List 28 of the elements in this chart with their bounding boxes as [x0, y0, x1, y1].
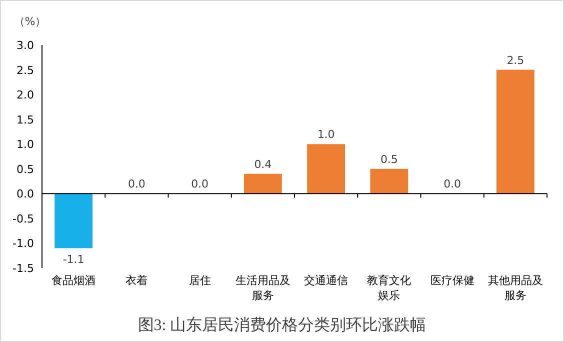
x-tick-label: 其他用品及服务	[488, 274, 543, 302]
y-tick-label: 0.5	[16, 162, 34, 176]
x-tick-label: 生活用品及服务	[235, 274, 290, 302]
data-label: 0.0	[191, 178, 209, 191]
data-label: 2.5	[506, 54, 524, 67]
y-axis-title: （%）	[14, 15, 46, 28]
data-label: 1.0	[317, 128, 335, 142]
text: 图3: 山东居民消费价格分类别环比涨跌幅	[138, 316, 426, 334]
x-tick-label: 衣着	[126, 274, 148, 287]
x-tick-label: 居住	[188, 274, 211, 287]
data-label: 0.5	[380, 152, 398, 166]
y-tick-label: 3.0	[16, 39, 34, 52]
y-tick-label: 2.5	[16, 64, 34, 77]
y-tick-label: -0.5	[12, 212, 34, 226]
y-tick-label: 0.0	[16, 188, 34, 201]
x-tick-label: 交通通信	[304, 274, 348, 287]
x-tick-label: 食品烟酒	[52, 274, 96, 287]
data-label: 0.4	[254, 158, 272, 171]
y-tick-label: 1.0	[16, 138, 34, 152]
data-label: -1.1	[62, 253, 84, 266]
data-label: 0.0	[128, 178, 146, 191]
x-tick-label: 教育文化娱乐	[367, 274, 412, 302]
data-label: 0.0	[444, 178, 462, 191]
y-tick-label: -1.5	[12, 262, 34, 275]
y-tick-label: 1.5	[16, 113, 34, 126]
y-tick-label: 2.0	[16, 88, 34, 102]
x-tick-label: 医疗保健	[430, 274, 474, 287]
y-tick-label: -1.0	[12, 237, 34, 250]
